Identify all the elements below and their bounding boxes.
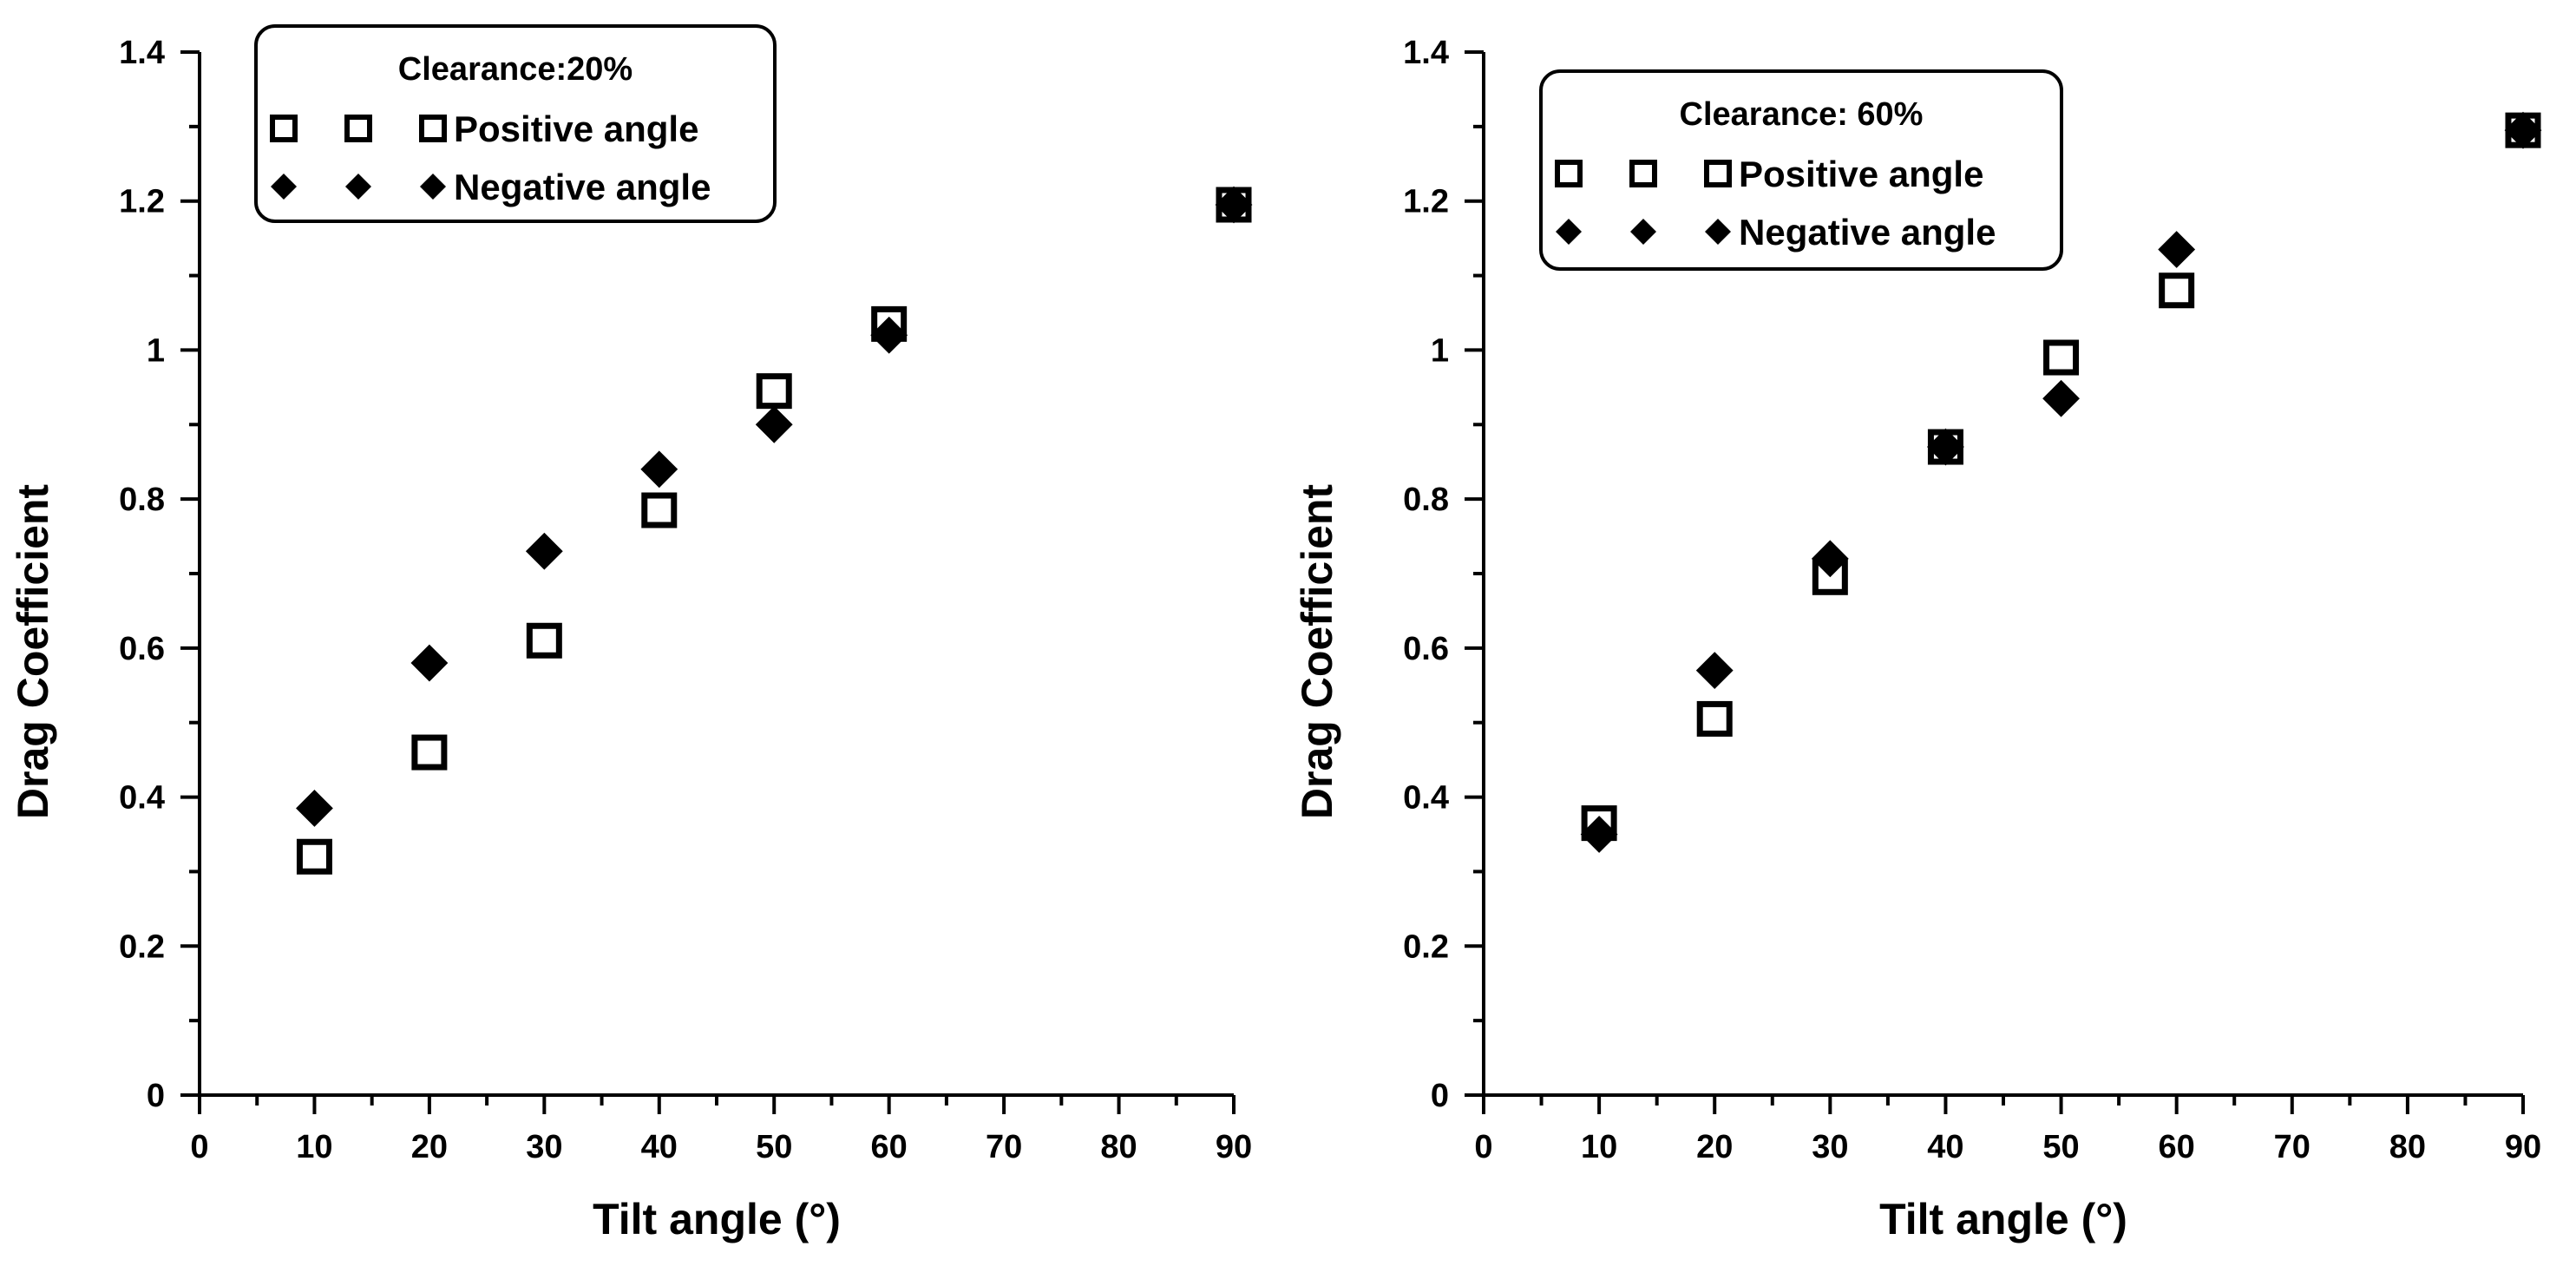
legend-title: Clearance: 60% — [1680, 96, 1924, 133]
legend-title: Clearance:20% — [398, 51, 633, 88]
x-tick-label: 10 — [296, 1129, 332, 1165]
x-tick-label: 10 — [1581, 1129, 1617, 1165]
x-tick-label: 60 — [871, 1129, 908, 1165]
legend-diamond-icon — [271, 174, 297, 200]
y-tick-label: 0 — [1431, 1078, 1449, 1114]
data-point-positive — [2159, 272, 2195, 309]
y-tick-label: 1.2 — [1403, 184, 1449, 220]
x-tick-label: 0 — [1474, 1129, 1492, 1165]
legend-box — [254, 24, 777, 223]
legend-diamond-icon — [1705, 219, 1731, 245]
data-point-negative — [870, 316, 908, 354]
x-tick-label: 20 — [1696, 1129, 1733, 1165]
y-tick-label: 1.2 — [119, 184, 165, 220]
y-tick-label: 1.4 — [119, 35, 165, 71]
data-point-negative — [2504, 111, 2542, 149]
legend-square-icon — [270, 115, 298, 142]
data-point-positive — [296, 838, 332, 875]
legend-square-icon — [344, 115, 372, 142]
legend-label: Positive angle — [1739, 154, 1983, 194]
data-point-positive — [1696, 700, 1733, 737]
chart-panel: 0 0.2 0.4 0.6 0.8 1 1.2 1.4 0 10 20 30 40 50 60 70 80 90 T… — [1293, 35, 2542, 1243]
y-tick-label: 1 — [147, 332, 165, 369]
legend: Clearance: 60% Positive angle Negative ang… — [1539, 69, 2063, 271]
x-tick-label: 30 — [526, 1129, 562, 1165]
y-tick-label: 0.6 — [1403, 631, 1449, 667]
y-axis-title: Drag Coefficient — [1293, 484, 1341, 820]
y-tick-label: 0 — [147, 1078, 165, 1114]
data-point-positive — [756, 373, 792, 410]
data-point-negative — [1215, 186, 1253, 224]
data-point-negative — [1811, 540, 1849, 578]
x-tick-label: 70 — [2274, 1129, 2311, 1165]
data-point-negative — [1695, 652, 1734, 690]
legend-label: Positive angle — [454, 108, 698, 149]
x-axis-title: Tilt angle (°) — [593, 1195, 841, 1243]
legend: Clearance:20% Positive angle Negative angl… — [254, 24, 777, 223]
legend-label: Negative angle — [454, 167, 711, 207]
legend-diamond-icon — [345, 174, 371, 200]
chart-panel: 0 0.2 0.4 0.6 0.8 1 1.2 1.4 0 10 20 30 40 50 60 70 80 90 T… — [9, 24, 1253, 1243]
legend-box — [1539, 69, 2063, 271]
x-tick-label: 70 — [986, 1129, 1022, 1165]
y-tick-label: 0.2 — [1403, 928, 1449, 965]
x-tick-label: 20 — [411, 1129, 448, 1165]
legend-square-icon — [1704, 160, 1732, 187]
data-point-negative — [296, 790, 333, 827]
legend-label: Negative angle — [1739, 212, 1996, 253]
y-tick-label: 0.8 — [1403, 482, 1449, 518]
data-point-negative — [1927, 428, 1964, 466]
x-tick-label: 60 — [2159, 1129, 2195, 1165]
x-tick-label: 90 — [1216, 1129, 1252, 1165]
x-tick-label: 40 — [641, 1129, 678, 1165]
y-tick-label: 0.8 — [119, 482, 165, 518]
y-tick-label: 0.6 — [119, 631, 165, 667]
x-axis-title: Tilt angle (°) — [1879, 1195, 2127, 1243]
y-axis-title: Drag Coefficient — [9, 484, 57, 820]
data-point-positive — [641, 492, 678, 528]
data-point-positive — [526, 622, 562, 659]
data-point-negative — [410, 644, 449, 682]
legend-square-icon — [419, 115, 447, 142]
x-tick-label: 0 — [190, 1129, 208, 1165]
data-point-negative — [1580, 816, 1618, 853]
y-tick-label: 1.4 — [1403, 35, 1449, 71]
y-tick-label: 0.4 — [1403, 780, 1449, 817]
x-tick-label: 30 — [1812, 1129, 1848, 1165]
y-tick-label: 0.4 — [119, 780, 165, 817]
data-point-negative — [640, 450, 678, 489]
x-tick-label: 40 — [1927, 1129, 1963, 1165]
legend-square-icon — [1555, 160, 1583, 187]
legend-diamond-icon — [1630, 219, 1656, 245]
y-tick-label: 1 — [1431, 332, 1449, 369]
x-tick-label: 90 — [2505, 1129, 2541, 1165]
data-point-negative — [755, 405, 793, 443]
x-tick-label: 80 — [1100, 1129, 1137, 1165]
x-tick-label: 50 — [756, 1129, 792, 1165]
data-point-negative — [525, 532, 563, 570]
data-point-positive — [411, 734, 448, 771]
data-point-positive — [2043, 339, 2080, 376]
x-tick-label: 80 — [2389, 1129, 2426, 1165]
legend-diamond-icon — [1556, 219, 1582, 245]
y-tick-label: 0.2 — [119, 928, 165, 965]
legend-square-icon — [1629, 160, 1657, 187]
x-tick-label: 50 — [2042, 1129, 2079, 1165]
data-point-negative — [2158, 231, 2196, 268]
legend-diamond-icon — [420, 174, 446, 200]
data-point-negative — [2042, 379, 2080, 417]
